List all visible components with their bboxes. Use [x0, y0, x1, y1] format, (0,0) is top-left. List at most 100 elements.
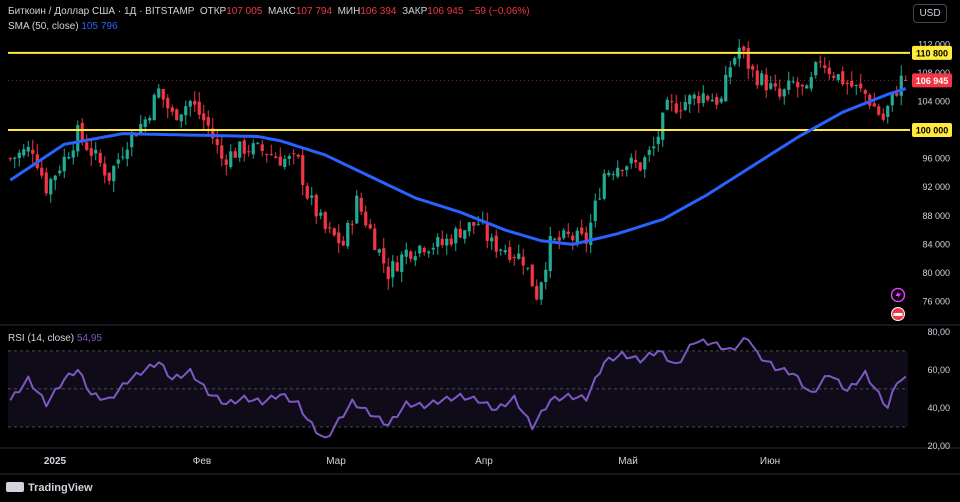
- candle-body: [575, 230, 579, 244]
- candle-body: [292, 153, 296, 155]
- candle-body: [818, 61, 822, 63]
- candle-body: [296, 154, 300, 157]
- candle-body: [854, 85, 858, 87]
- candle-body: [404, 249, 408, 257]
- candle-body: [278, 156, 282, 166]
- price-tick-label: 104 000: [917, 96, 950, 106]
- time-axis-label: Апр: [475, 456, 493, 467]
- candle-body: [31, 149, 35, 154]
- candle-body: [728, 67, 732, 78]
- candle-body: [161, 88, 165, 100]
- candle-body: [539, 282, 543, 300]
- candle-body: [517, 253, 521, 259]
- candles: [8, 39, 908, 305]
- candle-body: [310, 195, 314, 198]
- candle-body: [674, 103, 678, 113]
- time-axis-label: Фев: [193, 456, 211, 467]
- candle-body: [845, 82, 849, 85]
- candle-body: [319, 212, 323, 216]
- candle-body: [436, 237, 440, 247]
- candle-body: [71, 150, 75, 158]
- candle-body: [130, 132, 134, 148]
- candle-body: [148, 117, 152, 121]
- candle-body: [877, 106, 881, 115]
- candle-body: [904, 79, 908, 81]
- rsi-tick-label: 20,00: [927, 441, 950, 451]
- candle-body: [823, 65, 827, 69]
- candle-body: [683, 101, 687, 111]
- candle-body: [706, 95, 710, 100]
- candle-body: [724, 74, 728, 102]
- candle-body: [440, 238, 444, 246]
- candle-body: [265, 154, 269, 156]
- candle-body: [13, 157, 17, 159]
- candle-body: [346, 222, 350, 247]
- last-price-badge-bg: [912, 73, 952, 88]
- flag-stripe: [893, 313, 903, 316]
- upper-level-badge: 110 800: [916, 48, 948, 58]
- candle-body: [103, 163, 107, 176]
- candle-body: [467, 222, 471, 232]
- brand-name: TradingView: [28, 482, 93, 494]
- candle-body: [814, 62, 818, 76]
- price-tick-label: 80 000: [922, 268, 950, 278]
- price-tick-label: 76 000: [922, 297, 950, 307]
- symbol-title: Биткоин / Доллар США · 1Д · BITSTAMP: [8, 6, 195, 17]
- tradingview-icon: [6, 482, 24, 492]
- symbol-header: Биткоин / Доллар США · 1Д · BITSTAMP ОТК…: [8, 6, 530, 17]
- candle-body: [107, 172, 111, 181]
- candle-body: [116, 159, 120, 164]
- candle-body: [274, 156, 278, 159]
- candle-body: [197, 101, 201, 115]
- candle-body: [805, 85, 809, 89]
- sma-legend[interactable]: SMA (50, close) 105 796: [8, 21, 118, 32]
- candle-body: [242, 140, 246, 154]
- candle-body: [377, 249, 381, 253]
- candle-body: [400, 254, 404, 273]
- candle-body: [557, 237, 561, 241]
- candle-body: [512, 256, 516, 259]
- candle-body: [170, 107, 174, 112]
- candle-body: [638, 162, 642, 171]
- rsi-legend[interactable]: RSI (14, close) 54,95: [8, 333, 102, 344]
- candle-body: [251, 143, 255, 155]
- candle-body: [787, 80, 791, 90]
- candle-body: [166, 97, 170, 109]
- candle-body: [287, 156, 291, 159]
- candle-body: [283, 158, 287, 167]
- price-tick-label: 84 000: [922, 239, 950, 249]
- candle-body: [179, 114, 183, 122]
- candle-body: [449, 238, 453, 245]
- lightning-icon[interactable]: [890, 287, 906, 303]
- currency-button[interactable]: USD: [913, 4, 947, 23]
- candle-body: [697, 95, 701, 104]
- candle-body: [247, 151, 251, 153]
- candle-body: [202, 113, 206, 121]
- candle-body: [494, 235, 498, 252]
- candle-body: [778, 88, 782, 97]
- tradingview-logo[interactable]: TradingView: [6, 482, 93, 494]
- candle-body: [751, 65, 755, 70]
- candle-body: [620, 170, 624, 172]
- candle-body: [305, 186, 309, 199]
- lower-level-badge: 100 000: [916, 126, 949, 136]
- candle-body: [418, 245, 422, 254]
- candle-body: [710, 99, 714, 102]
- rsi-tick-label: 60,00: [927, 365, 950, 375]
- candle-body: [661, 112, 665, 140]
- candle-body: [229, 151, 233, 168]
- candle-body: [152, 94, 156, 121]
- candle-body: [256, 142, 260, 144]
- candle-body: [233, 151, 237, 158]
- candle-body: [859, 83, 863, 89]
- time-axis-label: Мар: [326, 456, 346, 467]
- time-axis-label: 2025: [44, 456, 67, 467]
- candle-body: [355, 195, 359, 224]
- rsi-value: 54,95: [76, 333, 102, 344]
- price-tick-label: 108 000: [917, 68, 950, 78]
- candle-body: [611, 174, 615, 176]
- candle-body: [670, 101, 674, 103]
- candle-body: [341, 240, 345, 246]
- candle-body: [566, 231, 570, 235]
